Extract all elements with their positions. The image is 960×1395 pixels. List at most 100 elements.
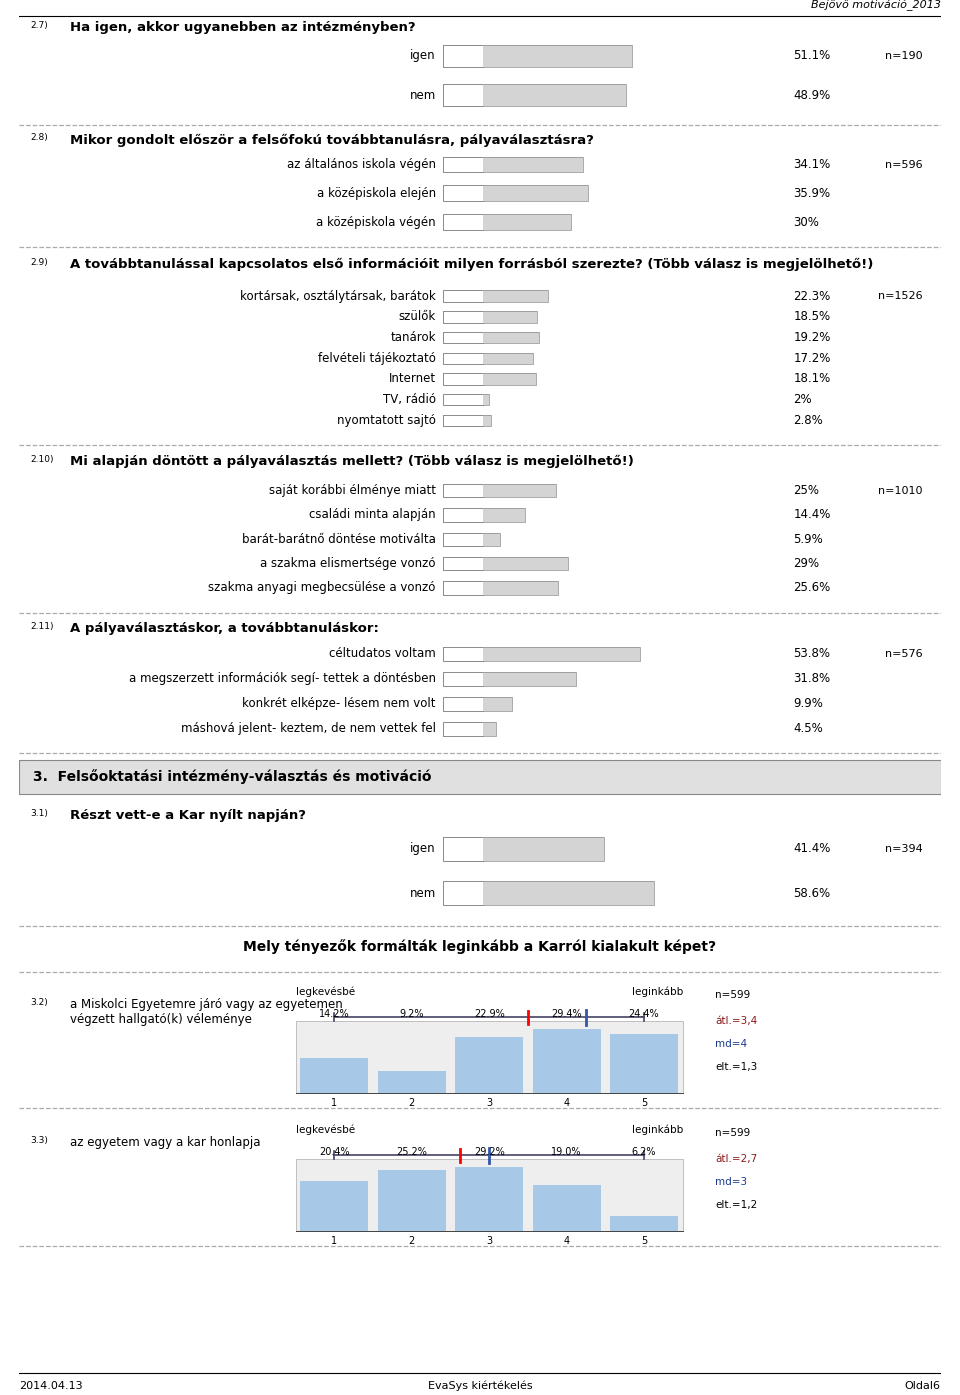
Text: a középiskola végén: a középiskola végén: [316, 215, 436, 229]
Text: az egyetem vagy a kar honlapja: az egyetem vagy a kar honlapja: [70, 1136, 260, 1149]
Bar: [300, 1059, 369, 1092]
Text: igen: igen: [410, 49, 436, 63]
Bar: [483, 557, 567, 571]
Text: legkevésbé: legkevésbé: [296, 1124, 355, 1136]
Bar: [444, 414, 492, 425]
Text: A továbbtanulással kapcsolatos első információit milyen forrásból szerezte? (Töb: A továbbtanulással kapcsolatos első info…: [70, 258, 874, 271]
Text: Mi alapján döntött a pályaválasztás mellett? (Több válasz is megjelölhető!): Mi alapján döntött a pályaválasztás mell…: [70, 455, 634, 467]
Bar: [444, 85, 626, 106]
Text: n=190: n=190: [885, 52, 923, 61]
Text: 2.10): 2.10): [31, 455, 54, 463]
Text: 29.4%: 29.4%: [551, 1009, 582, 1018]
Text: 6.2%: 6.2%: [632, 1147, 657, 1156]
Text: 20.4%: 20.4%: [319, 1147, 349, 1156]
Bar: [444, 837, 604, 861]
Text: elt.=1,2: elt.=1,2: [715, 1200, 757, 1209]
Bar: [444, 186, 483, 201]
Bar: [483, 156, 583, 173]
Text: tanárok: tanárok: [391, 331, 436, 345]
Bar: [483, 290, 548, 301]
Bar: [444, 156, 583, 173]
Bar: [444, 647, 483, 661]
Text: 25.2%: 25.2%: [396, 1147, 427, 1156]
Bar: [444, 582, 558, 594]
Bar: [444, 332, 539, 343]
Bar: [483, 332, 539, 343]
Bar: [444, 353, 533, 364]
Text: 5: 5: [641, 1098, 647, 1108]
Bar: [444, 353, 483, 364]
Bar: [444, 557, 483, 571]
Text: céltudatos voltam: céltudatos voltam: [329, 647, 436, 660]
Bar: [444, 880, 483, 905]
Text: 5.9%: 5.9%: [793, 533, 823, 545]
Bar: [483, 353, 533, 364]
Bar: [444, 508, 483, 522]
Bar: [444, 85, 483, 106]
Text: átl.=2,7: átl.=2,7: [715, 1154, 757, 1163]
Bar: [444, 880, 654, 905]
Text: szülők: szülők: [398, 310, 436, 324]
Text: 9.2%: 9.2%: [399, 1009, 424, 1018]
Bar: [444, 837, 483, 861]
Text: 19.0%: 19.0%: [551, 1147, 582, 1156]
Text: legkevésbé: legkevésbé: [296, 986, 355, 997]
Text: n=599: n=599: [715, 990, 751, 1000]
Bar: [444, 484, 483, 497]
Bar: [377, 1170, 445, 1230]
Text: 3.1): 3.1): [31, 809, 48, 819]
Bar: [483, 508, 525, 522]
Text: 2.9): 2.9): [31, 258, 48, 266]
Text: md=4: md=4: [715, 1039, 747, 1049]
Text: Mikor gondolt először a felsőfokú továbbtanulásra, pályaválasztásra?: Mikor gondolt először a felsőfokú tovább…: [70, 134, 594, 146]
Text: 2.8%: 2.8%: [793, 414, 823, 427]
Bar: [483, 698, 512, 711]
Bar: [483, 213, 570, 230]
Text: Bejövő motiváció_2013: Bejövő motiváció_2013: [811, 0, 941, 11]
Bar: [444, 508, 525, 522]
Bar: [444, 698, 483, 711]
Bar: [455, 1038, 523, 1092]
Text: 1: 1: [331, 1236, 338, 1246]
Text: 14.2%: 14.2%: [319, 1009, 349, 1018]
Bar: [444, 393, 489, 406]
Text: nyomtatott sajtó: nyomtatott sajtó: [337, 414, 436, 427]
Text: az általános iskola végén: az általános iskola végén: [287, 158, 436, 172]
Bar: [483, 374, 536, 385]
Text: 22.9%: 22.9%: [474, 1009, 505, 1018]
Bar: [300, 1182, 369, 1230]
Bar: [444, 393, 483, 406]
Text: 5: 5: [641, 1236, 647, 1246]
Bar: [444, 290, 548, 301]
Text: 3: 3: [486, 1098, 492, 1108]
Bar: [483, 186, 588, 201]
Bar: [444, 332, 483, 343]
Text: EvaSys kiértékelés: EvaSys kiértékelés: [428, 1381, 532, 1391]
Text: 2: 2: [409, 1098, 415, 1108]
Bar: [444, 290, 483, 301]
Bar: [444, 723, 496, 737]
Bar: [483, 484, 556, 497]
Text: 3.3): 3.3): [31, 1136, 48, 1145]
Text: szakma anyagi megbecsülése a vonzó: szakma anyagi megbecsülése a vonzó: [208, 582, 436, 594]
Bar: [483, 647, 640, 661]
Text: 2.11): 2.11): [31, 622, 54, 631]
Text: 30%: 30%: [793, 215, 819, 229]
Text: TV, rádió: TV, rádió: [383, 393, 436, 406]
Text: 51.1%: 51.1%: [793, 49, 830, 63]
Text: felvételi tájékoztató: felvételi tájékoztató: [318, 352, 436, 364]
Text: saját korábbi élménye miatt: saját korábbi élménye miatt: [269, 484, 436, 497]
Text: 14.4%: 14.4%: [793, 508, 830, 522]
Text: 3.  Felsőoktatási intézmény-választás és motiváció: 3. Felsőoktatási intézmény-választás és …: [33, 769, 432, 784]
Bar: [296, 1021, 683, 1092]
Bar: [610, 1216, 678, 1230]
Text: elt.=1,3: elt.=1,3: [715, 1062, 757, 1071]
Text: Oldal6: Oldal6: [904, 1381, 941, 1391]
Text: Internet: Internet: [389, 372, 436, 385]
Text: 58.6%: 58.6%: [793, 887, 830, 900]
Text: 2%: 2%: [793, 393, 812, 406]
Bar: [296, 1159, 683, 1230]
Text: 19.2%: 19.2%: [793, 331, 830, 345]
Text: 48.9%: 48.9%: [793, 89, 830, 102]
Text: 18.1%: 18.1%: [793, 372, 830, 385]
